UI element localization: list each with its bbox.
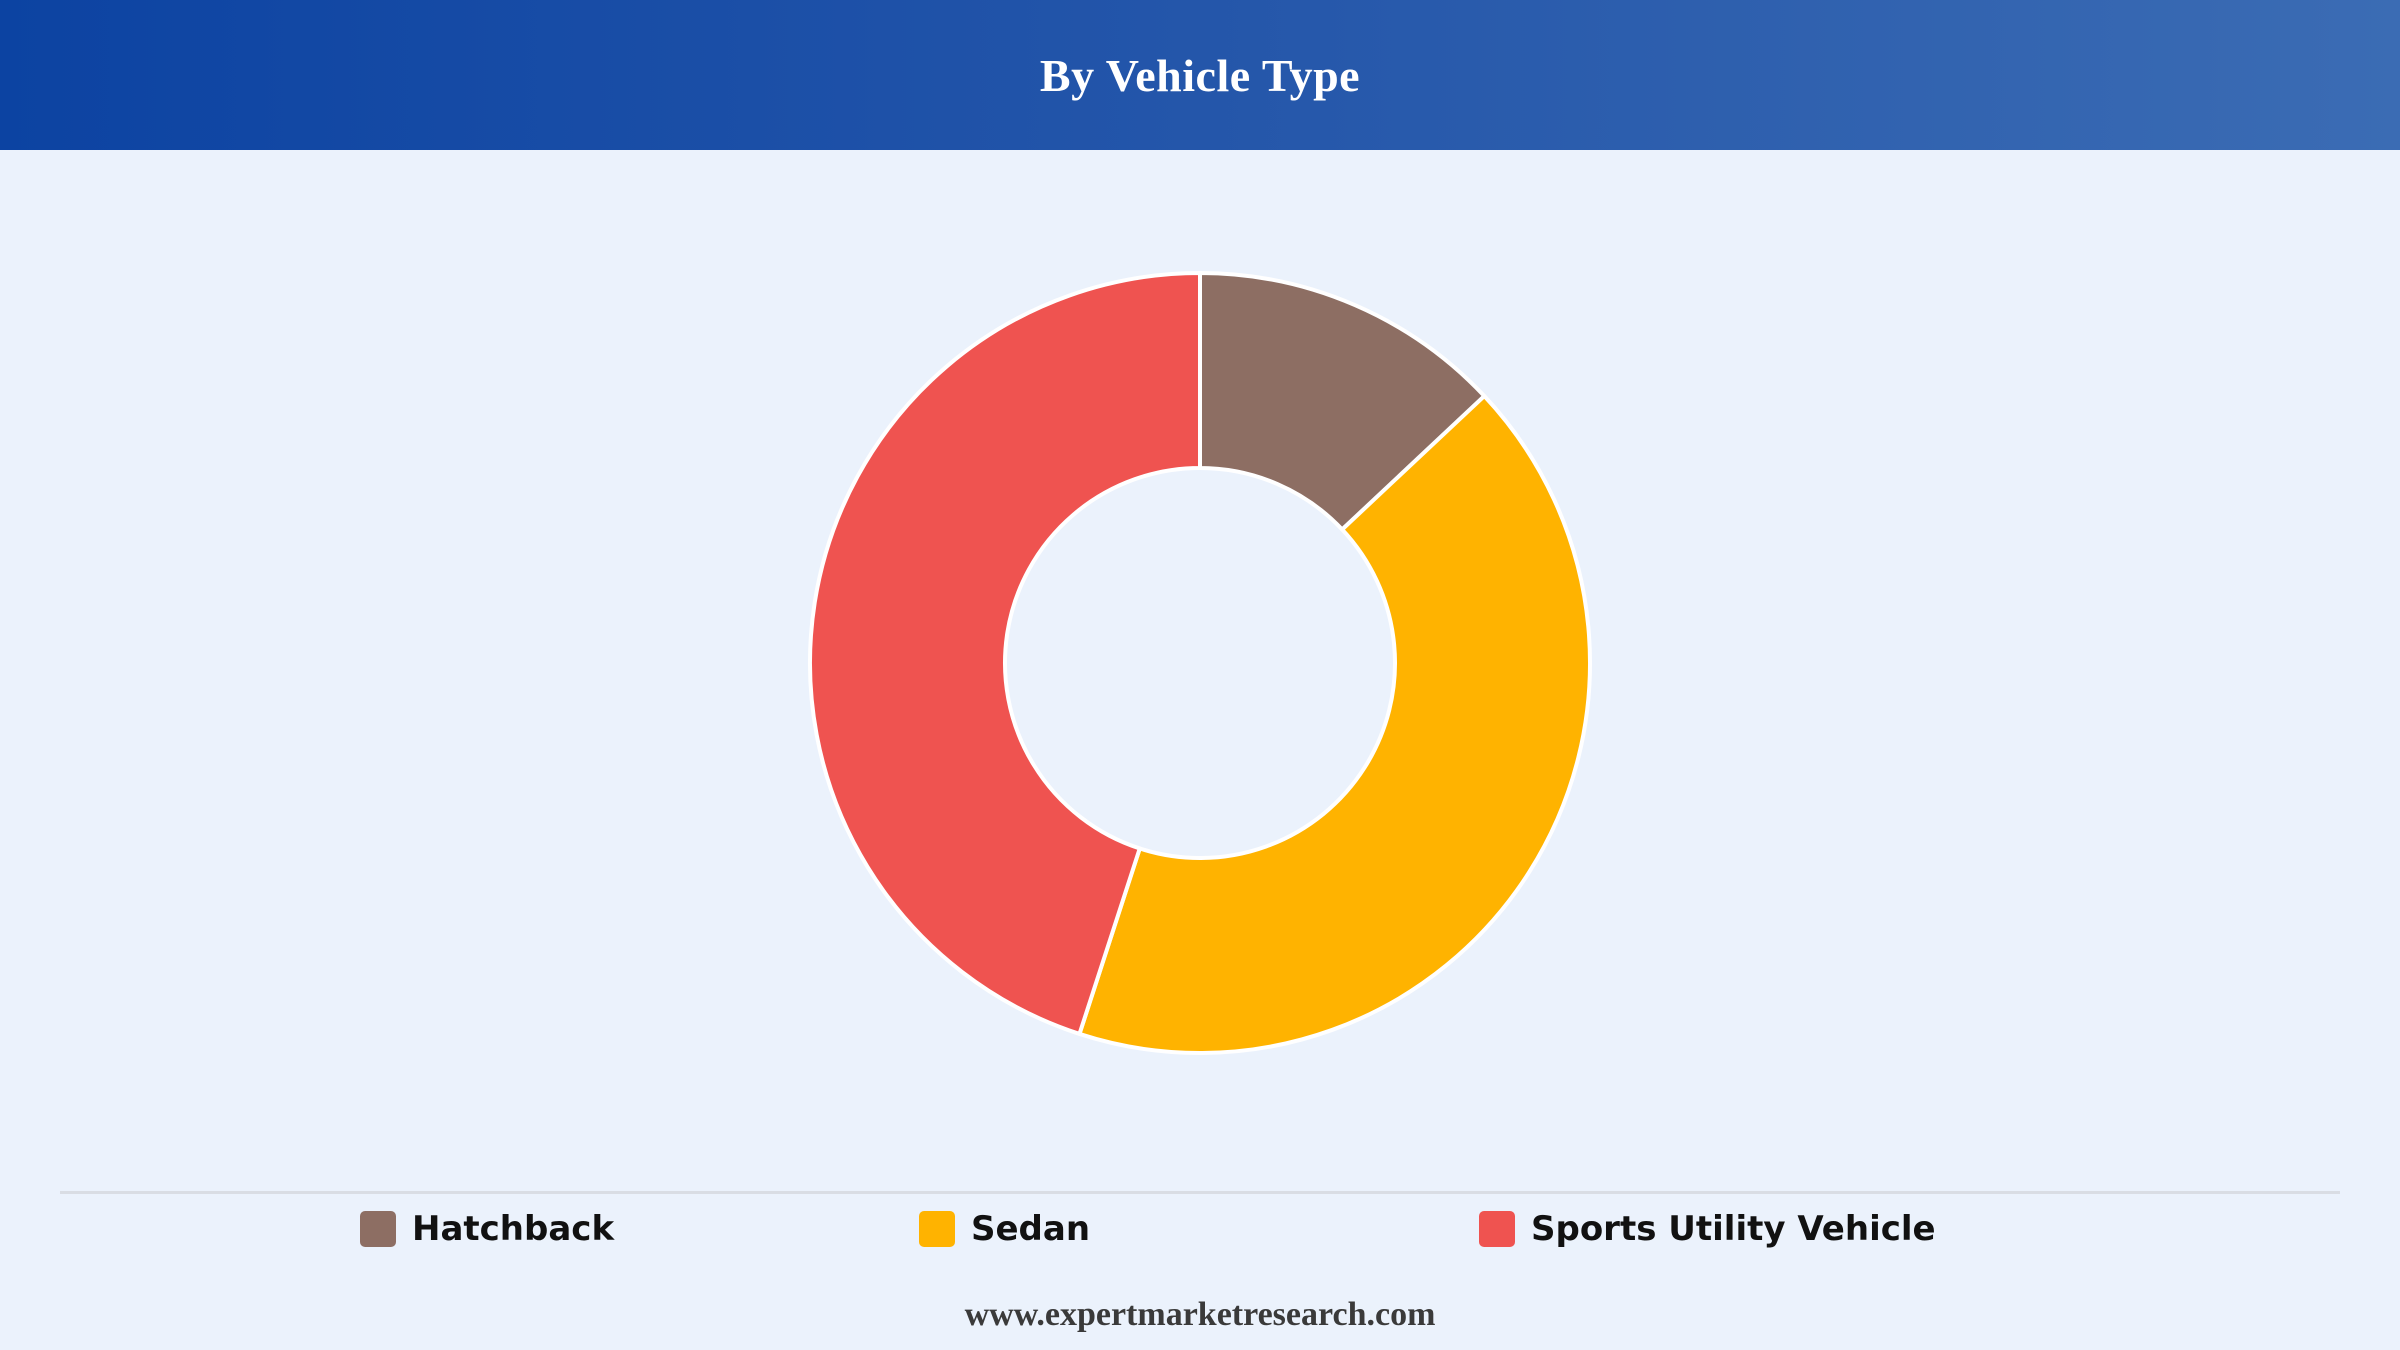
legend: Hatchback Sedan Sports Utility Vehicle <box>0 1204 2400 1254</box>
donut-slice-hatchback[interactable] <box>1198 271 1487 532</box>
legend-swatch-sports-utility-vehicle <box>1479 1211 1515 1247</box>
legend-item-hatchback[interactable]: Hatchback <box>360 1204 614 1254</box>
legend-divider <box>60 1191 2340 1194</box>
legend-item-sports-utility-vehicle[interactable]: Sports Utility Vehicle <box>1479 1204 1936 1254</box>
legend-swatch-sedan <box>919 1211 955 1247</box>
legend-label-hatchback: Hatchback <box>412 1209 615 1249</box>
header-bar: By Vehicle Type <box>0 0 2400 150</box>
legend-item-sedan[interactable]: Sedan <box>919 1204 1090 1254</box>
legend-label-sports-utility-vehicle: Sports Utility Vehicle <box>1531 1209 1936 1249</box>
donut-slice-sedan[interactable] <box>1077 394 1593 1055</box>
chart-title: By Vehicle Type <box>1039 49 1361 101</box>
legend-swatch-hatchback <box>360 1211 396 1247</box>
donut-chart <box>808 271 1593 1055</box>
chart-area <box>0 150 2400 1190</box>
footer-url: www.expertmarketresearch.com <box>964 1296 1436 1333</box>
legend-label-sedan: Sedan <box>971 1209 1091 1249</box>
donut-slice-sports-utility-vehicle[interactable] <box>808 271 1202 1036</box>
